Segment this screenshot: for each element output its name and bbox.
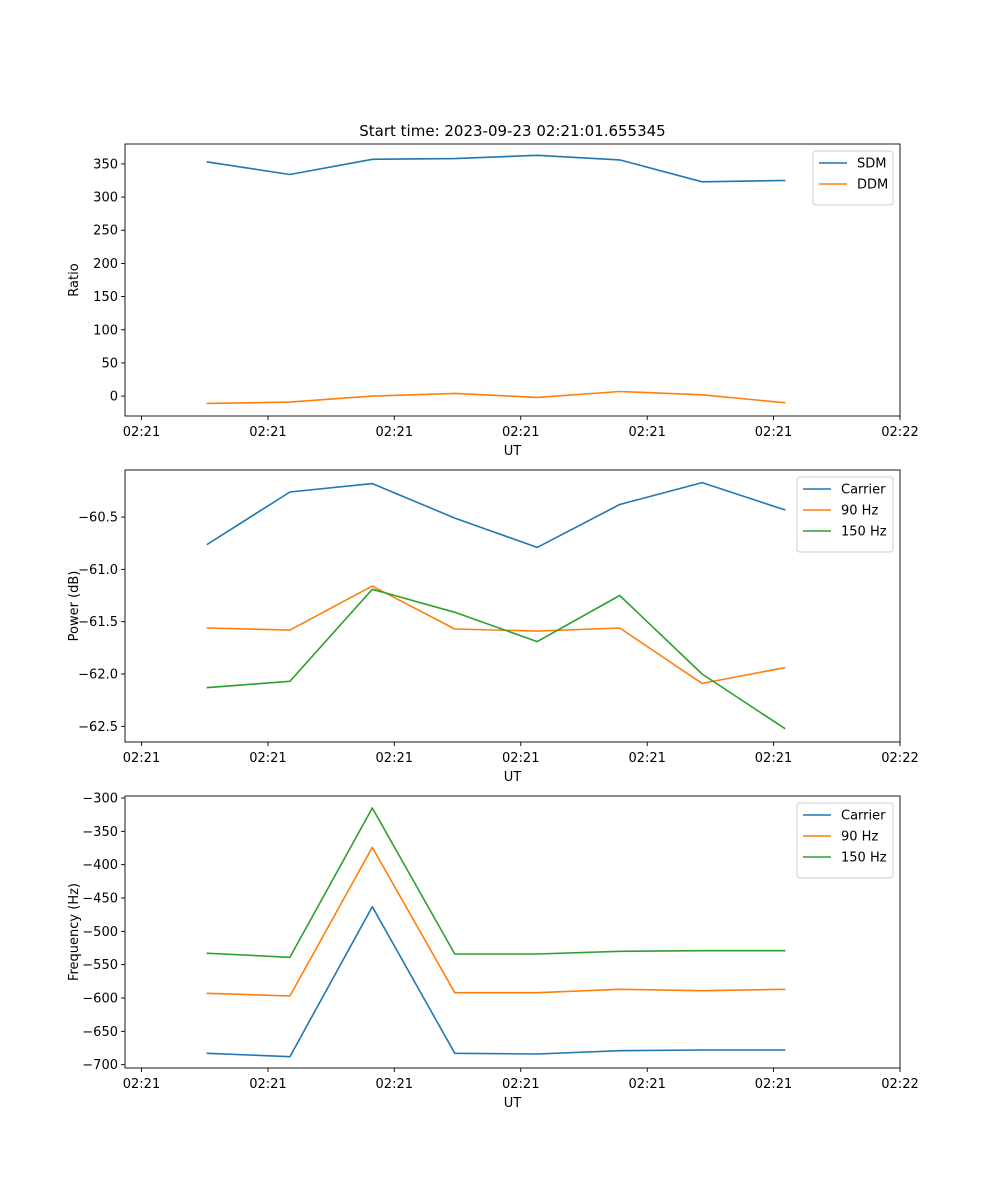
legend-box [812,150,894,206]
legend-label: 90 Hz [841,830,878,845]
x-tick-label: 02:21 [249,1077,286,1092]
x-tick-label: 02:21 [755,1077,792,1092]
x-tick-label: 02:21 [502,1077,539,1092]
y-tick-label: −500 [82,925,118,940]
x-tick-label: 02:21 [376,751,413,766]
y-tick-label: 250 [93,224,118,239]
y-tick-label: −350 [82,825,118,840]
figure-title: Start time: 2023-09-23 02:21:01.655345 [359,122,665,140]
legend-label: DDM [857,178,888,193]
legend: Carrier 90 Hz 150 Hz [796,802,894,879]
y-tick-label: −650 [82,1025,118,1040]
y-tick-label: −62.5 [78,720,118,735]
x-tick-label: 02:21 [123,1077,160,1092]
x-axis-label: UT [504,1096,522,1111]
y-tick-label: −60.5 [78,511,118,526]
legend-label: 150 Hz [841,525,887,540]
axes-frame [124,143,901,417]
legend-label: Carrier [841,809,886,824]
x-tick-label: 02:21 [123,425,160,440]
series-line-90-hz [206,846,786,997]
y-tick-label: 350 [93,157,118,172]
chart-panel-2: 02:21 02:21 02:21 02:21 02:21 02:21 02:22 −62.5… [67,469,919,785]
y-axis-label: Frequency (Hz) [67,883,82,981]
y-tick-label: 50 [101,356,118,371]
y-tick-label: −62.0 [78,668,118,683]
series-line-ddm [206,390,786,405]
series-line-150-hz [206,807,786,959]
y-tick-label: −400 [82,858,118,873]
axes-frame [124,795,901,1069]
legend-box [796,802,894,879]
axes-frame [124,469,901,743]
legend-label: Carrier [841,483,886,498]
x-tick-label: 02:21 [249,751,286,766]
series-line-carrier [206,905,786,1058]
x-tick-label: 02:22 [881,1077,918,1092]
legend: SDM DDM [812,150,894,206]
y-tick-label: −300 [82,792,118,807]
legend: Carrier 90 Hz 150 Hz [796,476,894,553]
x-axis-label: UT [504,444,522,459]
y-tick-label: −600 [82,992,118,1007]
x-tick-label: 02:21 [628,1077,665,1092]
x-tick-label: 02:21 [628,751,665,766]
y-axis-label: Power (dB) [67,571,82,642]
series-line-sdm [206,154,786,183]
chart-panel-3: 02:21 02:21 02:21 02:21 02:21 02:21 02:22 −700 −… [67,792,919,1112]
x-tick-label: 02:21 [502,751,539,766]
chart-panel-1: 02:21 02:21 02:21 02:21 02:21 02:21 02:22 0 50 10… [67,143,919,459]
y-tick-label: −700 [82,1058,118,1073]
y-tick-label: 100 [93,323,118,338]
x-tick-label: 02:21 [755,425,792,440]
y-tick-label: −550 [82,958,118,973]
y-tick-label: 200 [93,257,118,272]
legend-label: 150 Hz [841,851,887,866]
legend-label: 90 Hz [841,504,878,519]
y-tick-label: 0 [110,390,118,405]
y-axis-label: Ratio [67,263,82,296]
y-tick-label: −450 [82,892,118,907]
x-tick-label: 02:21 [755,751,792,766]
series-line-150-hz [206,588,786,730]
y-tick-label: 150 [93,290,118,305]
x-tick-label: 02:21 [376,1077,413,1092]
x-tick-label: 02:21 [628,425,665,440]
series-line-90-hz [206,585,786,685]
y-tick-label: −61.0 [78,563,118,578]
legend-label: SDM [857,157,886,172]
x-tick-label: 02:21 [376,425,413,440]
x-tick-label: 02:22 [881,425,918,440]
x-tick-label: 02:22 [881,751,918,766]
legend-box [796,476,894,553]
x-axis-label: UT [504,770,522,785]
x-tick-label: 02:21 [249,425,286,440]
y-tick-label: 300 [93,191,118,206]
y-tick-label: −61.5 [78,615,118,630]
series-line-carrier [206,481,786,549]
x-tick-label: 02:21 [123,751,160,766]
x-tick-label: 02:21 [502,425,539,440]
